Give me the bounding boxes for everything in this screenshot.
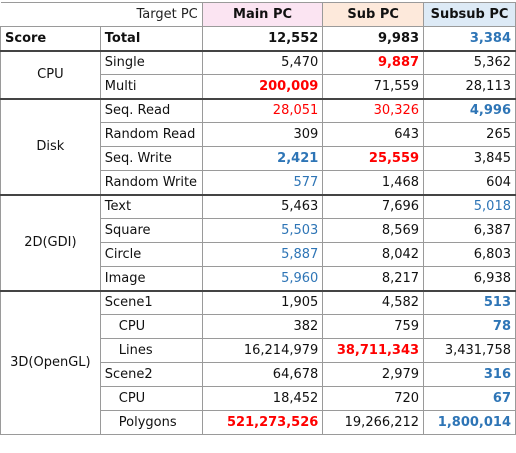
- text-subsub[interactable]: 5,018: [423, 194, 516, 219]
- benchmark-table: Target PC Main PC Sub PC Subsub PC Score…: [0, 2, 516, 435]
- square-subsub[interactable]: 6,387: [423, 218, 516, 243]
- circle-sub[interactable]: 8,042: [322, 242, 425, 267]
- opengl-scene1-row: 3D(OpenGL) Scene1 1,905 4,582 513: [0, 290, 516, 435]
- row-label-seq-read: Seq. Read: [99, 98, 203, 123]
- scene1-cpu-main[interactable]: 382: [201, 314, 324, 339]
- header-blank-cell: [0, 2, 101, 27]
- seq-read-subsub[interactable]: 4,996: [423, 98, 516, 123]
- row-label-single: Single: [99, 50, 203, 75]
- lines-subsub[interactable]: 3,431,758: [423, 338, 516, 363]
- random-write-subsub[interactable]: 604: [423, 170, 516, 196]
- row-label-scene1: Scene1: [99, 290, 203, 315]
- score-label: Score: [0, 26, 101, 52]
- scene2-cpu-subsub[interactable]: 67: [423, 386, 516, 411]
- target-pc-label: Target PC: [100, 2, 203, 27]
- image-subsub[interactable]: 6,938: [423, 266, 516, 292]
- total-main[interactable]: 12,552: [201, 26, 324, 52]
- column-header-sub-pc[interactable]: Sub PC: [322, 2, 425, 27]
- row-label-lines: Lines: [99, 338, 203, 363]
- multi-sub[interactable]: 71,559: [322, 74, 425, 100]
- multi-main[interactable]: 200,009: [201, 74, 324, 100]
- row-label-circle: Circle: [99, 242, 203, 267]
- scene1-sub[interactable]: 4,582: [322, 290, 425, 315]
- score-total-row: Score Total 12,552 9,983 3,384: [0, 26, 516, 52]
- seq-write-subsub[interactable]: 3,845: [423, 146, 516, 171]
- gdi-text-row: 2D(GDI) Text 5,463 7,696 5,018: [0, 194, 516, 292]
- single-main[interactable]: 5,470: [201, 50, 324, 75]
- seq-read-sub[interactable]: 30,326: [322, 98, 425, 123]
- polygons-subsub[interactable]: 1,800,014: [423, 410, 516, 435]
- random-read-subsub[interactable]: 265: [423, 122, 516, 147]
- row-label-text: Text: [99, 194, 203, 219]
- column-header-main-pc[interactable]: Main PC: [201, 2, 324, 27]
- single-sub[interactable]: 9,887: [322, 50, 425, 75]
- row-label-image: Image: [99, 266, 203, 292]
- scene1-cpu-subsub[interactable]: 78: [423, 314, 516, 339]
- row-label-polygons: Polygons: [99, 410, 203, 435]
- single-subsub[interactable]: 5,362: [423, 50, 516, 75]
- text-sub[interactable]: 7,696: [322, 194, 425, 219]
- image-main[interactable]: 5,960: [201, 266, 324, 292]
- scene2-main[interactable]: 64,678: [201, 362, 324, 387]
- group-cpu: CPU: [0, 50, 101, 100]
- text-main[interactable]: 5,463: [201, 194, 324, 219]
- lines-main[interactable]: 16,214,979: [201, 338, 324, 363]
- row-label-random-read: Random Read: [99, 122, 203, 147]
- disk-random-write-row: Random Write 577 1,468 604: [1, 170, 516, 196]
- disk-random-read-row: Random Read 309 643 265: [1, 122, 516, 147]
- multi-subsub[interactable]: 28,113: [423, 74, 516, 100]
- column-header-subsub-pc[interactable]: Subsub PC: [423, 2, 516, 27]
- row-label-scene2-cpu: CPU: [99, 386, 203, 411]
- circle-subsub[interactable]: 6,803: [423, 242, 516, 267]
- total-subsub[interactable]: 3,384: [423, 26, 516, 52]
- lines-sub[interactable]: 38,711,343: [322, 338, 425, 363]
- random-read-main[interactable]: 309: [201, 122, 324, 147]
- row-label-multi: Multi: [99, 74, 203, 100]
- cpu-single-row: CPU Single 5,470 9,887 5,362: [0, 50, 516, 100]
- polygons-main[interactable]: 521,273,526: [201, 410, 324, 435]
- disk-seq-read-row: Disk Seq. Read 28,051 30,326 4,996: [0, 98, 516, 196]
- scene1-cpu-sub[interactable]: 759: [322, 314, 425, 339]
- disk-seq-write-row: Seq. Write 2,421 25,559 3,845: [1, 146, 516, 171]
- opengl-scene1-cpu-row: CPU 382 759 78: [1, 314, 516, 339]
- total-label: Total: [99, 26, 203, 52]
- opengl-polygons-row: Polygons 521,273,526 19,266,212 1,800,01…: [1, 410, 516, 435]
- group-disk: Disk: [0, 98, 101, 196]
- circle-main[interactable]: 5,887: [201, 242, 324, 267]
- gdi-image-row: Image 5,960 8,217 6,938: [1, 266, 516, 292]
- random-write-sub[interactable]: 1,468: [322, 170, 425, 196]
- row-label-random-write: Random Write: [99, 170, 203, 196]
- group-3d-opengl: 3D(OpenGL): [0, 290, 101, 435]
- seq-read-main[interactable]: 28,051: [201, 98, 324, 123]
- seq-write-main[interactable]: 2,421: [201, 146, 324, 171]
- square-main[interactable]: 5,503: [201, 218, 324, 243]
- image-sub[interactable]: 8,217: [322, 266, 425, 292]
- scene1-main[interactable]: 1,905: [201, 290, 324, 315]
- opengl-scene2-cpu-row: CPU 18,452 720 67: [1, 386, 516, 411]
- row-label-scene2: Scene2: [99, 362, 203, 387]
- random-write-main[interactable]: 577: [201, 170, 324, 196]
- scene1-subsub[interactable]: 513: [423, 290, 516, 315]
- polygons-sub[interactable]: 19,266,212: [322, 410, 425, 435]
- group-2d-gdi: 2D(GDI): [0, 194, 101, 292]
- scene2-subsub[interactable]: 316: [423, 362, 516, 387]
- scene2-cpu-main[interactable]: 18,452: [201, 386, 324, 411]
- gdi-circle-row: Circle 5,887 8,042 6,803: [1, 242, 516, 267]
- row-label-scene1-cpu: CPU: [99, 314, 203, 339]
- row-label-square: Square: [99, 218, 203, 243]
- random-read-sub[interactable]: 643: [322, 122, 425, 147]
- scene2-cpu-sub[interactable]: 720: [322, 386, 425, 411]
- total-sub[interactable]: 9,983: [322, 26, 425, 52]
- square-sub[interactable]: 8,569: [322, 218, 425, 243]
- header-row: Target PC Main PC Sub PC Subsub PC: [0, 2, 516, 27]
- seq-write-sub[interactable]: 25,559: [322, 146, 425, 171]
- cpu-multi-row: Multi 200,009 71,559 28,113: [1, 74, 516, 100]
- scene2-sub[interactable]: 2,979: [322, 362, 425, 387]
- row-label-seq-write: Seq. Write: [99, 146, 203, 171]
- gdi-square-row: Square 5,503 8,569 6,387: [1, 218, 516, 243]
